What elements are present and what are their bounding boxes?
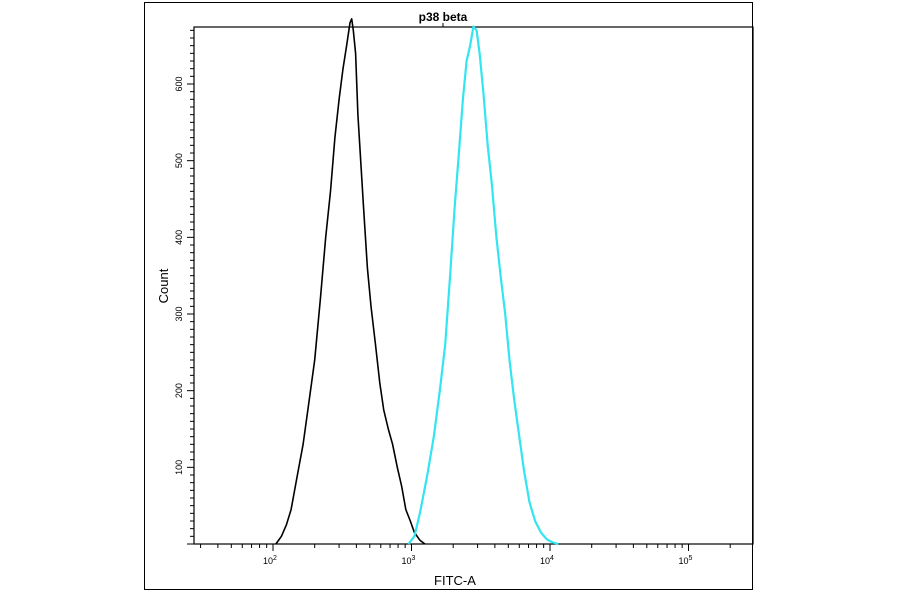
chart-frame: p38 beta 102 103 104 105 100 200 300 400 500 600 FI… [144,2,754,590]
plot-area [193,26,754,545]
y-tick-label: 400 [174,230,184,245]
y-tick-label: 600 [174,76,184,91]
histogram-series-1 [275,18,426,545]
x-tick-label: 102 [263,555,277,566]
chart-title: p38 beta [419,10,468,24]
histogram-chart: p38 beta 102 103 104 105 100 200 300 400 500 600 FI… [156,10,754,588]
histogram-series-2 [407,25,559,546]
x-tick-label: 103 [402,555,416,566]
x-axis-title: FITC-A [434,573,476,588]
y-tick-label: 500 [174,153,184,168]
y-tick-label: 300 [174,306,184,321]
y-axis-title: Count [156,268,171,303]
x-tick-label: 105 [679,555,693,566]
y-tick-label: 200 [174,383,184,398]
y-tick-label: 100 [174,460,184,475]
x-tick-label: 104 [540,555,554,566]
